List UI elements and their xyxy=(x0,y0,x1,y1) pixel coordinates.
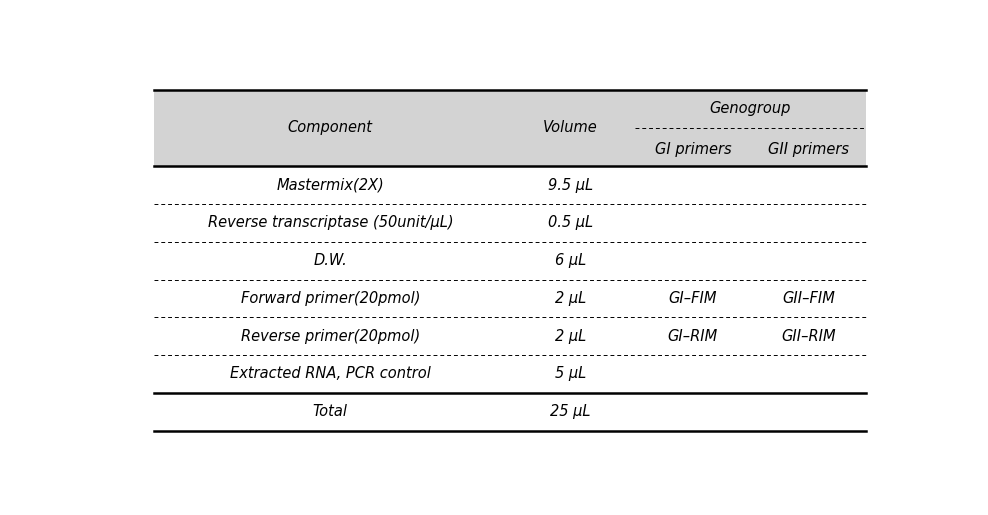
Text: 0.5 μL: 0.5 μL xyxy=(548,215,593,230)
Text: 25 μL: 25 μL xyxy=(550,404,591,419)
Text: GII–FIM: GII–FIM xyxy=(782,291,835,306)
Text: GI primers: GI primers xyxy=(654,142,731,157)
Text: Component: Component xyxy=(288,121,372,135)
Text: GII primers: GII primers xyxy=(768,142,849,157)
Text: Extracted RNA, PCR control: Extracted RNA, PCR control xyxy=(230,367,431,382)
Text: 2 μL: 2 μL xyxy=(555,329,586,344)
Text: 9.5 μL: 9.5 μL xyxy=(548,178,593,193)
Text: 2 μL: 2 μL xyxy=(555,291,586,306)
Text: GI–FIM: GI–FIM xyxy=(669,291,717,306)
Text: Forward primer(20pmol): Forward primer(20pmol) xyxy=(241,291,420,306)
Text: GII–RIM: GII–RIM xyxy=(782,329,836,344)
Text: 5 μL: 5 μL xyxy=(555,367,586,382)
Text: Volume: Volume xyxy=(543,121,598,135)
Text: 6 μL: 6 μL xyxy=(555,253,586,268)
Text: D.W.: D.W. xyxy=(313,253,347,268)
Text: Mastermix(2X): Mastermix(2X) xyxy=(277,178,384,193)
Text: GI–RIM: GI–RIM xyxy=(668,329,718,344)
Text: Genogroup: Genogroup xyxy=(709,101,791,116)
Text: Reverse primer(20pmol): Reverse primer(20pmol) xyxy=(241,329,420,344)
Text: Reverse transcriptase (50unit/μL): Reverse transcriptase (50unit/μL) xyxy=(207,215,453,230)
Text: Total: Total xyxy=(313,404,348,419)
